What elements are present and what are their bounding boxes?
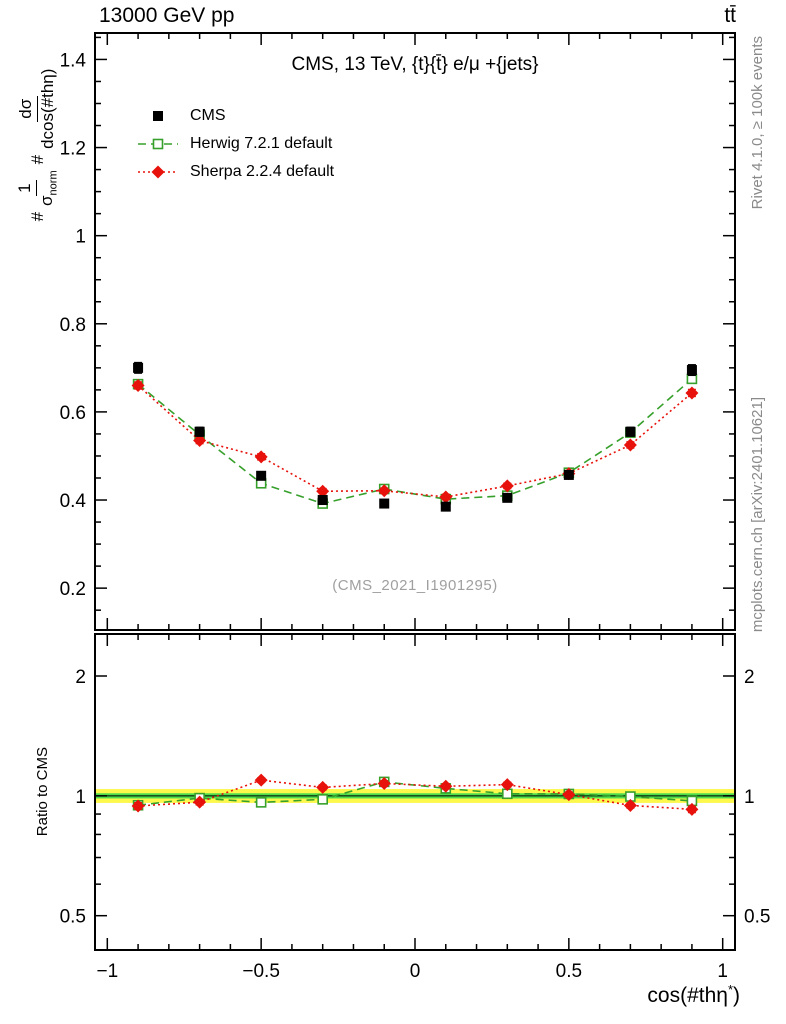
sigma-symbol: σ (36, 195, 56, 206)
legend-label-sherpa: Sherpa 2.2.4 default (190, 163, 335, 180)
ylabel-frac1-denominator: σnorm (37, 170, 59, 206)
main-y-axis-label: # 1 σnorm # dσ dcos(#thη) (15, 34, 59, 256)
cms-marker (686, 365, 697, 376)
sherpa-line (138, 779, 692, 811)
process-label: tt̄ (724, 4, 736, 27)
legend: CMS Herwig 7.2.1 default Sherpa 2.2.4 de… (136, 102, 334, 186)
axis-ticks (95, 33, 735, 950)
sherpa-marker (316, 484, 330, 498)
tick-label: −1 (96, 961, 118, 982)
cms-marker (502, 492, 513, 503)
ratio-uncertainty-bands (95, 789, 735, 803)
sherpa-marker (623, 438, 637, 452)
legend-item-cms: CMS (136, 102, 334, 130)
sherpa-marker (316, 780, 330, 794)
tick-label: 0.4 (60, 491, 87, 512)
legend-item-sherpa: Sherpa 2.2.4 default (136, 158, 334, 186)
tick-label: 1 (75, 787, 86, 808)
tick-label: 1 (717, 961, 728, 982)
ratio-panel-series (131, 773, 699, 816)
filled-square-icon (153, 111, 163, 121)
filled-diamond-icon (151, 165, 165, 179)
sherpa-marker (439, 490, 453, 504)
sherpa-line-sample (138, 165, 178, 179)
herwig-marker (255, 797, 267, 808)
sherpa-marker (562, 788, 576, 802)
cms-marker-sample (153, 111, 163, 121)
rivet-version-note: Rivet 4.1.0, ≥ 100k events (749, 36, 766, 210)
sigma-subscript: norm (47, 170, 60, 196)
axis-tick-labels: 0.2 0.4 0.6 0.8 1 1.2 1.4 0.5 0.5 1 1 2 2 −1 −0.5 0 0.5 1 (60, 50, 771, 982)
sherpa-marker (131, 378, 145, 392)
cms-marker (194, 426, 205, 437)
cms-marker (379, 498, 390, 509)
tick-label: 1.2 (60, 139, 86, 160)
plot-title: CMS, 13 TeV, {t}{t̄} e/μ +{jets} (291, 54, 539, 75)
mcplots-attribution-note: mcplots.cern.ch [arXiv:2401.10621] (749, 396, 766, 632)
herwig-line (137, 378, 693, 505)
tick-label: 0.2 (60, 579, 86, 600)
sherpa-marker (193, 434, 207, 448)
tick-label: 0.5 (60, 907, 86, 928)
legend-item-herwig: Herwig 7.2.1 default (136, 130, 334, 158)
ylabel-frac2-numerator: dσ (16, 95, 39, 122)
herwig-line-sample (138, 138, 178, 150)
sherpa-line (137, 384, 693, 498)
sherpa-marker (131, 799, 145, 813)
ratio-y-axis-label: Ratio to CMS (34, 747, 51, 837)
cms-marker (256, 470, 267, 481)
sherpa-marker (254, 773, 268, 787)
tick-label: 0.6 (60, 403, 86, 424)
analysis-watermark: (CMS_2021_I1901295) (332, 577, 498, 594)
xlabel-base: cos(#thη (647, 984, 728, 1007)
sherpa-marker (500, 778, 514, 792)
cms-marker (133, 362, 144, 373)
beam-energy-label: 13000 GeV pp (99, 4, 235, 27)
xlabel-superscript: * (727, 982, 733, 997)
ylabel-frac1-numerator: 1 (15, 180, 37, 196)
sherpa-marker (377, 777, 391, 791)
ylabel-hash-2: # (27, 154, 47, 165)
cms-marker (563, 469, 574, 480)
sherpa-marker (254, 450, 268, 464)
tick-label: 1 (75, 227, 86, 248)
ylabel-hash-1: # (27, 211, 47, 222)
x-axis-label: cos(#thη*) (647, 982, 740, 1008)
legend-label-herwig: Herwig 7.2.1 default (190, 135, 333, 152)
tick-label: 0.5 (744, 907, 770, 928)
main-panel-series (131, 361, 699, 512)
sherpa-marker (439, 779, 453, 793)
tick-label: 1 (744, 787, 755, 808)
cms-marker (440, 501, 451, 512)
ylabel-fraction-norm: 1 σnorm (15, 170, 59, 206)
tick-label: 0.5 (556, 961, 582, 982)
ylabel-fraction-dsigma: dσ dcos(#thη) (16, 68, 58, 149)
sherpa-marker (685, 802, 699, 816)
sherpa-marker (377, 484, 391, 498)
tick-label: 2 (744, 667, 755, 688)
sherpa-marker (500, 479, 514, 493)
cms-marker (317, 495, 328, 506)
tick-label: 1.4 (60, 50, 87, 71)
tick-label: 2 (75, 667, 86, 688)
tick-label: 0.8 (60, 315, 86, 336)
sherpa-marker (685, 386, 699, 400)
ylabel-frac2-denominator: dcos(#thη) (38, 68, 58, 149)
cms-marker (625, 426, 636, 437)
xlabel-close: ) (733, 984, 740, 1007)
herwig-marker (317, 794, 328, 805)
open-square-icon (152, 138, 164, 150)
tick-label: −0.5 (242, 961, 280, 982)
sherpa-marker (193, 795, 207, 809)
tick-label: 0 (410, 961, 421, 982)
sherpa-marker (623, 798, 637, 812)
legend-label-cms: CMS (190, 107, 226, 124)
